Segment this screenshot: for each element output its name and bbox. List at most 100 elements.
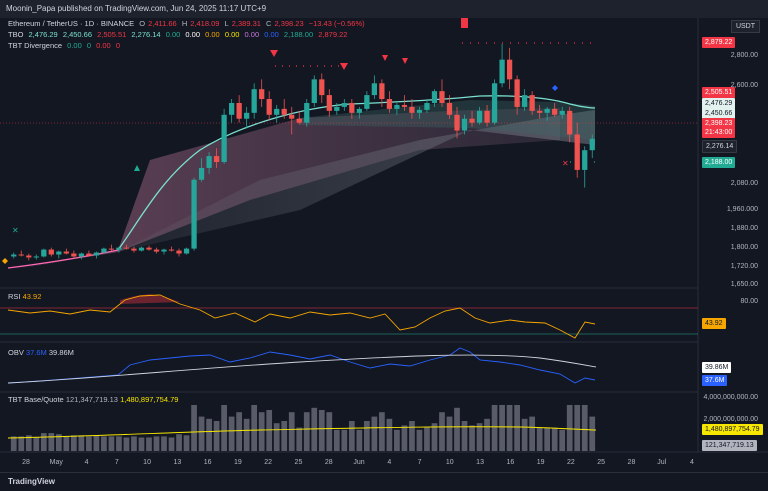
candle-body xyxy=(63,251,69,254)
time-tick: 13 xyxy=(173,459,182,466)
candle-body xyxy=(394,104,400,109)
base-quote-bar xyxy=(311,407,318,451)
candle-body xyxy=(582,150,588,170)
candle-body xyxy=(559,110,565,115)
obv-ma-tag: 39.86M xyxy=(702,362,732,373)
base-quote-bar xyxy=(221,405,227,451)
base-quote-bar xyxy=(288,412,295,451)
publish-header: Moonin_Papa published on TradingView.com… xyxy=(0,0,768,18)
candle-body xyxy=(259,89,265,100)
tbo-line-teal xyxy=(117,95,596,251)
candle-body xyxy=(341,102,347,107)
base-quote-bar xyxy=(251,405,258,451)
candle-body xyxy=(41,249,47,257)
candle-body xyxy=(56,251,62,255)
candle-body xyxy=(108,248,115,250)
price-tag: 2,276.14 xyxy=(702,140,738,153)
price-tick: 1,800.00 xyxy=(730,244,758,251)
candle-body xyxy=(11,254,17,257)
tbo-legend: TBO 2,476.29 2,450.66 2,505.51 2,276.14 … xyxy=(8,30,348,39)
candle-body xyxy=(521,95,528,107)
base-quote-bar xyxy=(514,405,520,451)
base-quote-bar xyxy=(379,412,385,451)
time-tick: 4 xyxy=(84,459,89,466)
base-quote-bar xyxy=(183,435,190,451)
candle-body xyxy=(567,110,573,135)
candle-body xyxy=(213,156,220,163)
base-quote-bar xyxy=(326,412,333,451)
candle-body xyxy=(574,134,580,170)
base-quote-bar xyxy=(18,436,25,451)
price-tick: 1,960.000 xyxy=(726,206,758,213)
candle-body xyxy=(86,253,92,256)
time-tick: 16 xyxy=(506,459,515,466)
candle-body xyxy=(469,118,475,123)
base-quote-bar xyxy=(521,418,528,451)
base-quote-bar xyxy=(86,436,92,451)
base-quote-bar xyxy=(213,421,220,451)
base-quote-bar xyxy=(386,418,393,451)
candle-body xyxy=(552,108,558,115)
base-quote-bars xyxy=(10,405,596,451)
candle-body xyxy=(476,110,483,123)
base-quote-bar xyxy=(153,436,160,451)
candle-body xyxy=(281,108,287,115)
base-quote-bar xyxy=(506,405,513,451)
time-tick: 4 xyxy=(387,459,392,466)
base-quote-bar xyxy=(116,436,122,451)
base-quote-bar xyxy=(484,418,490,451)
price-tag: 2,505.51 xyxy=(702,87,736,98)
base-quote-bar xyxy=(176,434,182,451)
candle-body xyxy=(364,95,370,109)
sell-signal-marker xyxy=(340,63,348,70)
tbo-cloud-gray xyxy=(118,110,595,252)
base-quote-bar xyxy=(529,416,535,451)
base-quote-tag: 121,347,719.13 xyxy=(702,440,757,451)
candle-body xyxy=(221,114,227,163)
base-quote-bar xyxy=(228,416,235,451)
candle-body xyxy=(176,250,182,254)
base-quote-bar xyxy=(161,436,167,451)
time-tick: 10 xyxy=(445,459,454,466)
time-tick: 28 xyxy=(22,459,30,466)
currency-badge[interactable]: USDT xyxy=(730,20,760,33)
candle-body xyxy=(356,108,362,113)
base-quote-bar xyxy=(416,429,423,451)
time-tick: 22 xyxy=(567,459,575,466)
base-quote-bar xyxy=(333,429,340,451)
candle-body xyxy=(499,59,505,84)
tradingview-logo[interactable]: TradingView xyxy=(8,477,55,486)
candle-body xyxy=(589,138,595,151)
base-quote-bar xyxy=(258,412,265,451)
candle-body xyxy=(326,95,332,111)
time-tick: Jul xyxy=(657,459,667,466)
base-quote-bar xyxy=(236,412,242,451)
obv-legend: OBV 37.6M 39.86M xyxy=(8,348,74,357)
candle-body xyxy=(537,110,543,113)
base-quote-bar xyxy=(146,437,152,451)
base-quote-bar xyxy=(476,423,483,451)
base-quote-bar xyxy=(491,405,498,451)
base-quote-bar xyxy=(424,427,430,451)
volume-tick: 2,000,000,000.00 xyxy=(703,416,759,423)
candle-body xyxy=(168,249,175,251)
tbo-cloud-teal xyxy=(300,100,595,140)
base-quote-bar xyxy=(401,425,408,451)
time-tick: Jun xyxy=(353,459,365,466)
base-quote-bar xyxy=(544,427,551,451)
candle-body xyxy=(138,247,145,251)
symbol-legend: Ethereum / TetherUS · 1D · BINANCE O 2,41… xyxy=(8,19,365,28)
time-tick: 25 xyxy=(597,459,606,466)
time-tick: 19 xyxy=(234,459,242,466)
base-quote-bar xyxy=(394,429,400,451)
candle-body xyxy=(461,118,468,131)
rsi-overbought-fill xyxy=(120,294,180,304)
base-quote-bar xyxy=(341,429,348,451)
time-tick: May xyxy=(49,459,63,466)
base-quote-bar xyxy=(78,435,85,451)
time-tick: 7 xyxy=(114,459,119,466)
price-tag-high: 2,879.22 xyxy=(702,37,736,48)
sell-flag-marker xyxy=(461,18,468,28)
base-quote-bar xyxy=(454,407,460,451)
base-quote-bar xyxy=(409,421,415,451)
